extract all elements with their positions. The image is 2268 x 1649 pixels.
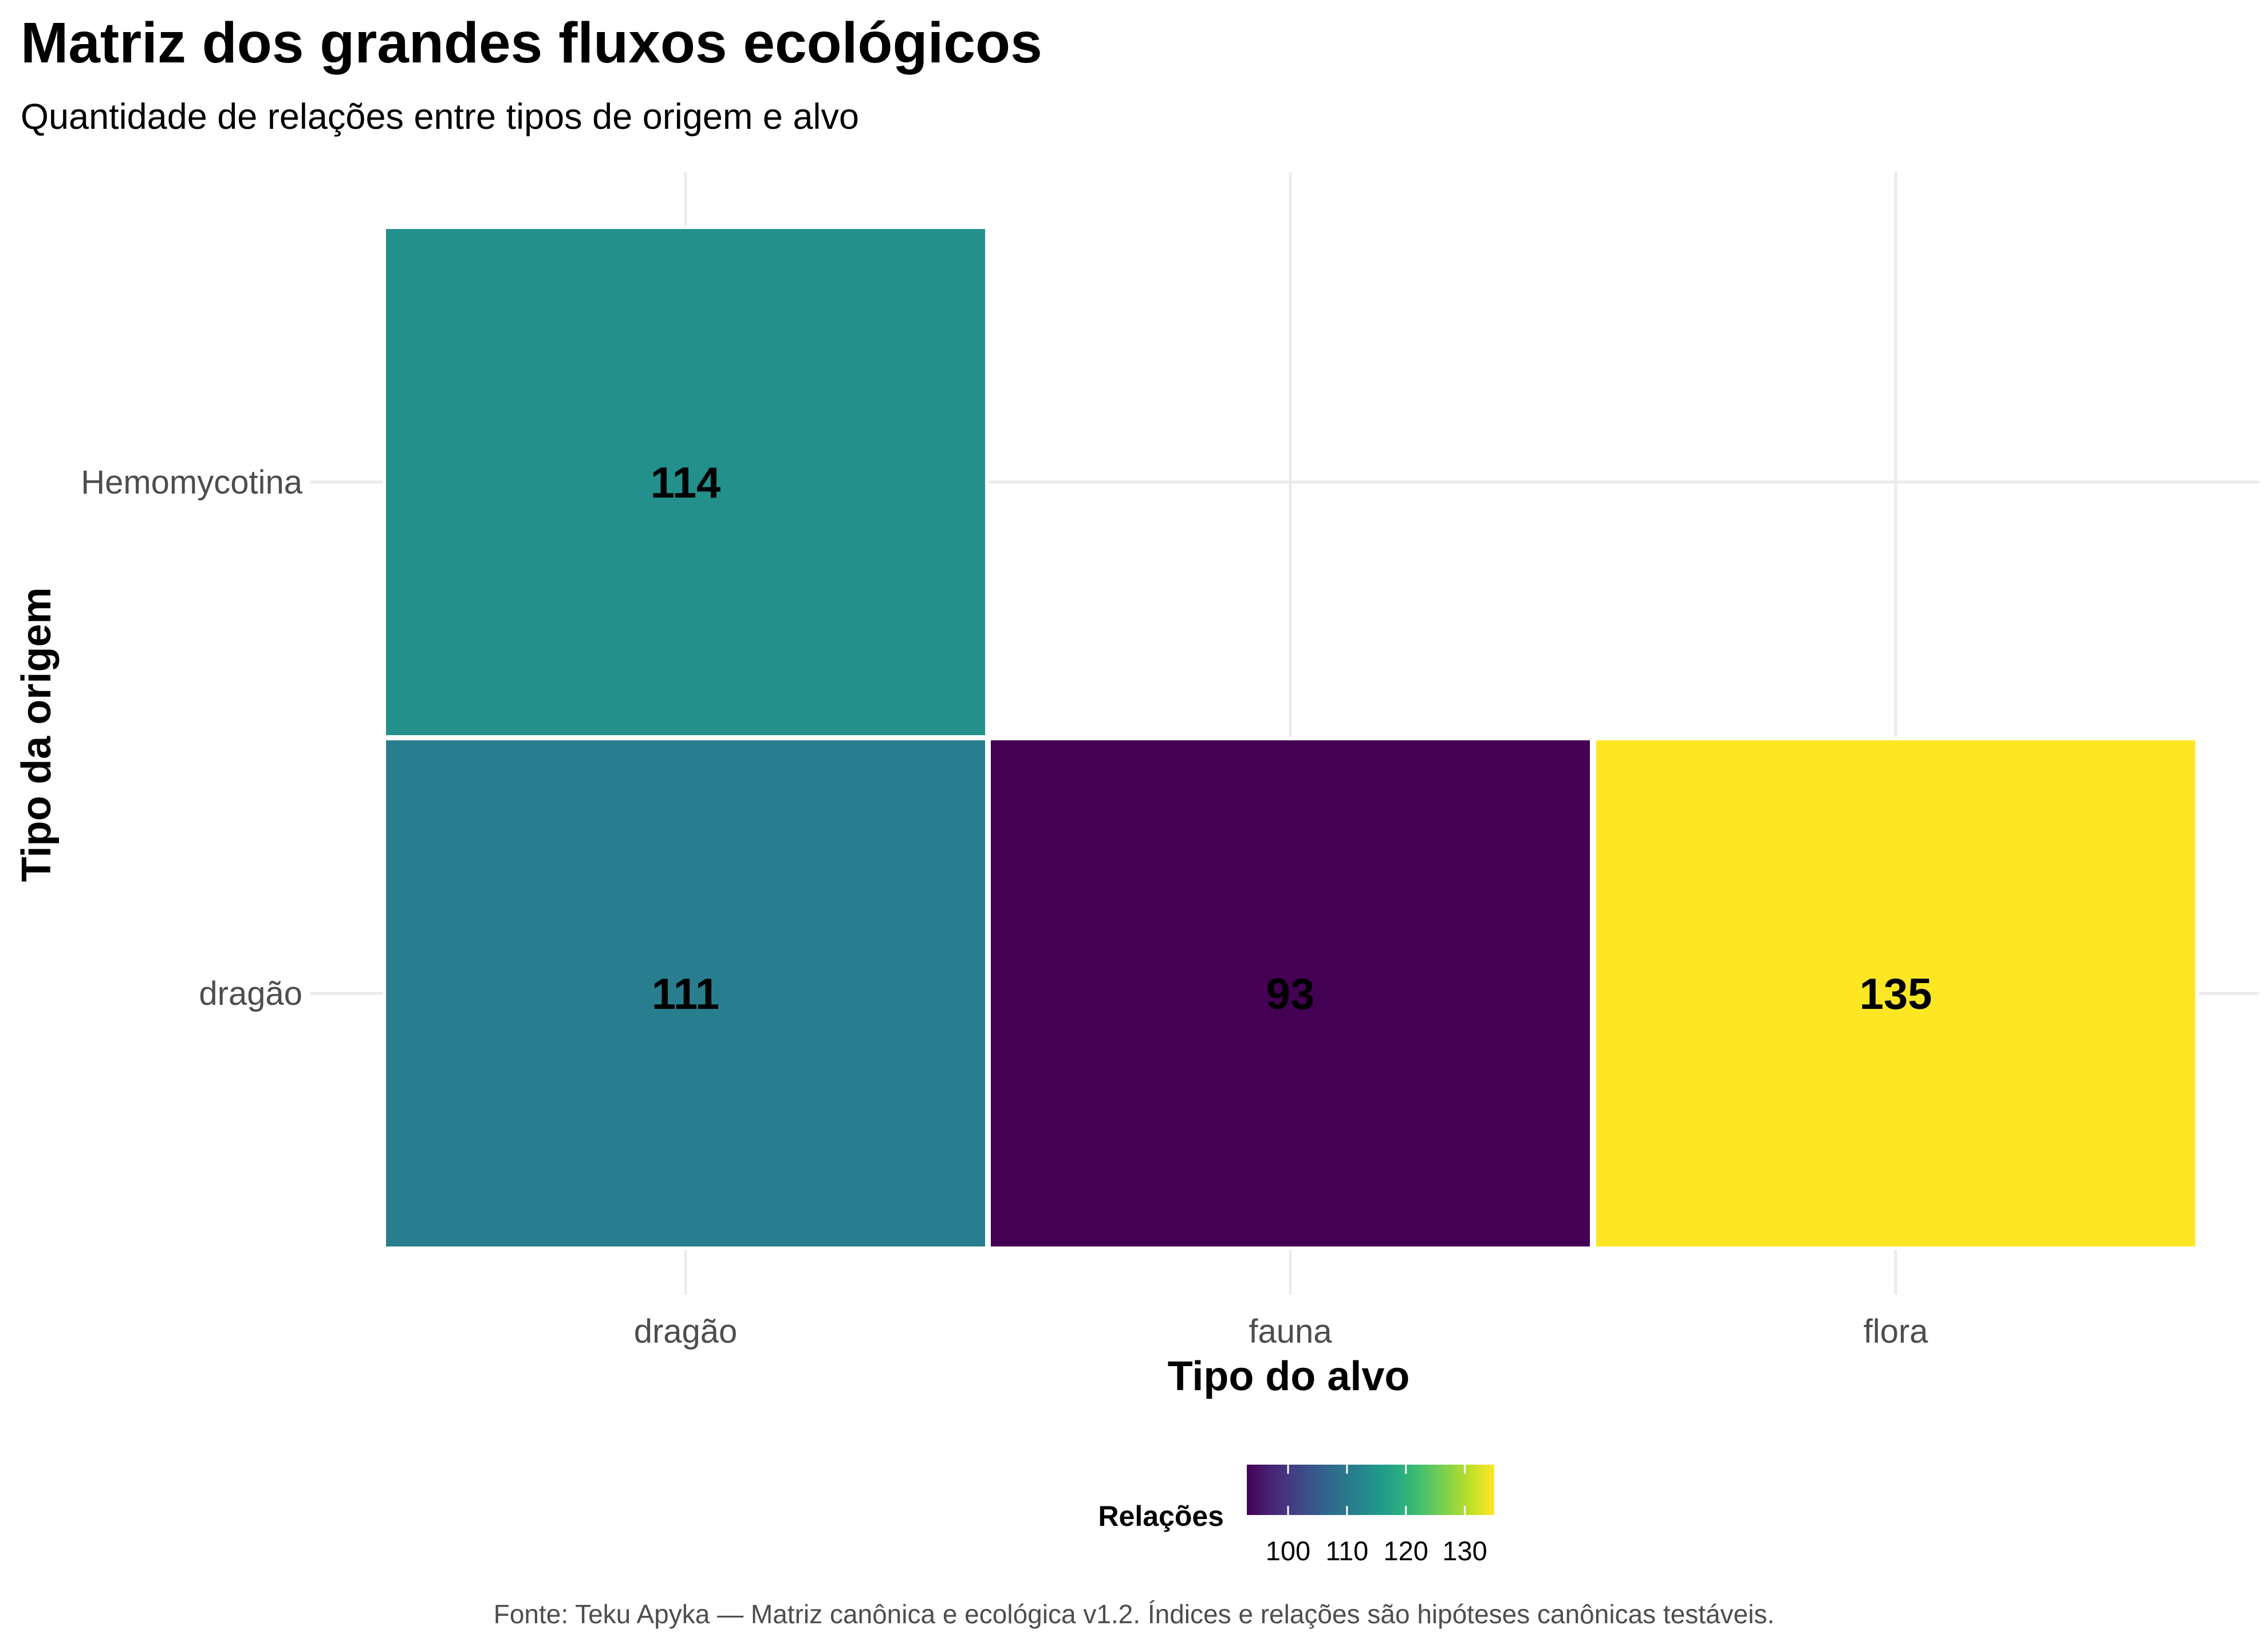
chart-caption: Fonte: Teku Apyka — Matriz canônica e ec… (493, 1599, 1775, 1629)
cell-labels: 114 111 93 135 (651, 459, 1932, 1019)
heatmap-cell (1593, 737, 2199, 1250)
x-tick-label: flora (1864, 1313, 1929, 1350)
x-axis-title: Tipo do alvo (1168, 1354, 1410, 1399)
color-legend: Relações 100 110 120 130 (1098, 1465, 1494, 1566)
cell-value-label: 114 (651, 459, 721, 507)
chart-subtitle: Quantidade de relações entre tipos de or… (21, 97, 859, 137)
heatmap-cell (383, 226, 989, 739)
legend-colorbar (1247, 1465, 1494, 1515)
heatmap-cells (383, 226, 2199, 1250)
x-tick-label: dragão (634, 1313, 738, 1350)
y-axis-ticks: Hemomycotina dragão (81, 464, 321, 1012)
legend-tick-label: 110 (1325, 1536, 1368, 1566)
y-tick-label: Hemomycotina (81, 464, 303, 501)
cell-value-label: 135 (1860, 970, 1932, 1019)
legend-tick-label: 130 (1442, 1536, 1487, 1566)
legend-tick-label: 100 (1266, 1536, 1310, 1566)
heatmap-cell (383, 737, 989, 1250)
cell-value-label: 111 (652, 970, 719, 1019)
cell-value-label: 93 (1266, 970, 1315, 1019)
y-tick-label: dragão (199, 975, 302, 1012)
legend-title: Relações (1098, 1500, 1224, 1532)
chart-title: Matriz dos grandes fluxos ecológicos (21, 11, 1042, 75)
legend-tick-label: 120 (1384, 1536, 1428, 1566)
x-tick-label: fauna (1249, 1313, 1332, 1350)
x-axis-ticks: dragão fauna flora (634, 1285, 1928, 1350)
heatmap-cell (987, 737, 1593, 1250)
y-axis-title: Tipo da origem (14, 587, 60, 882)
